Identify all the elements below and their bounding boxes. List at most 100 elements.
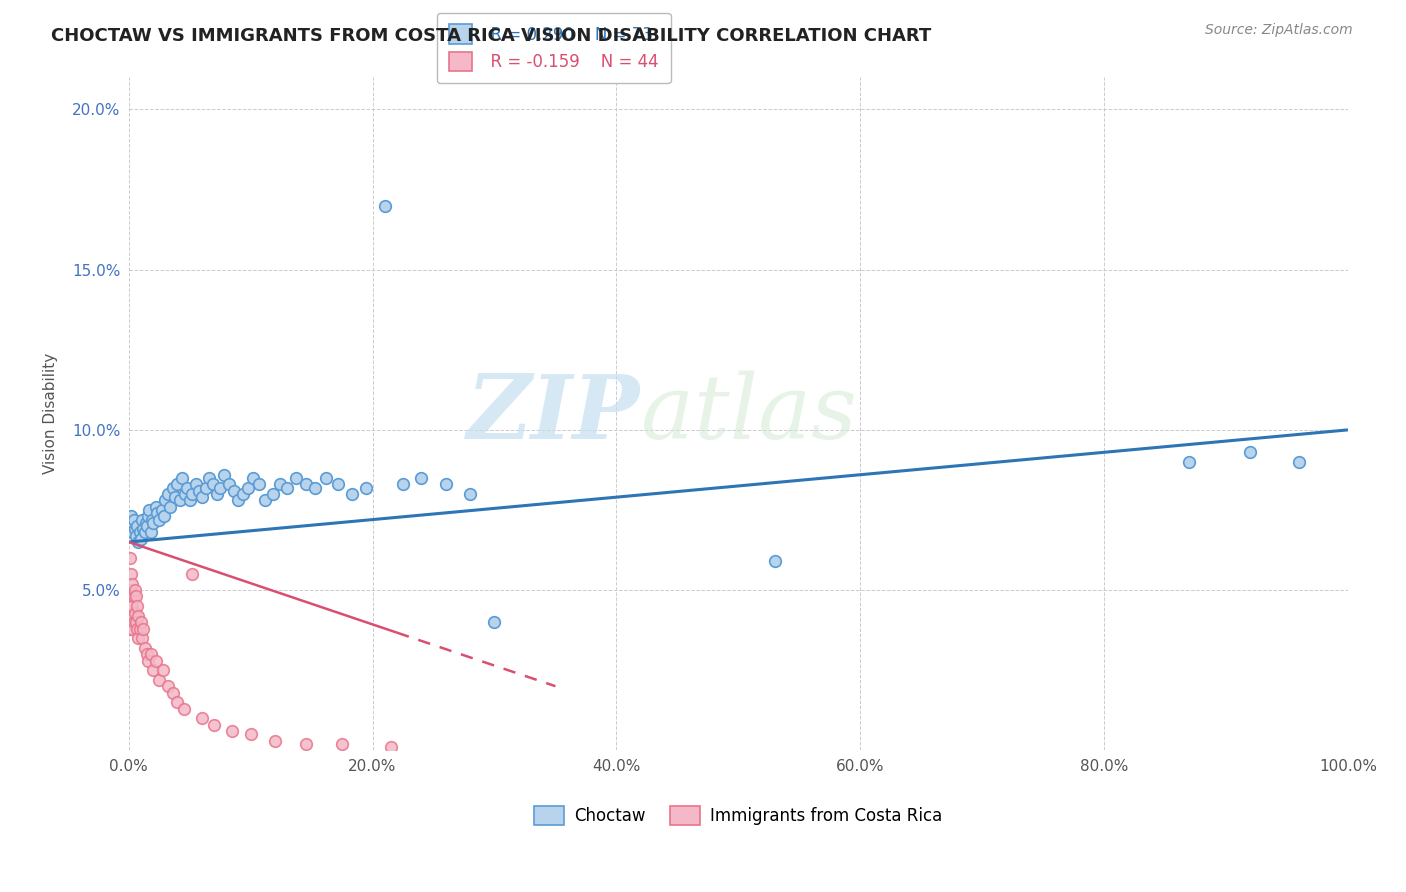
Point — [118, 551, 141, 566]
Point — [262, 487, 284, 501]
Point — [127, 519, 149, 533]
Point — [340, 487, 363, 501]
Point — [392, 477, 415, 491]
Point — [142, 516, 165, 530]
Point — [127, 599, 149, 613]
Point — [134, 525, 156, 540]
Point — [328, 477, 350, 491]
Point — [172, 471, 194, 485]
Point — [120, 590, 142, 604]
Point — [131, 512, 153, 526]
Point — [127, 535, 149, 549]
Point — [132, 522, 155, 536]
Point — [135, 516, 157, 530]
Point — [134, 640, 156, 655]
Point — [184, 477, 207, 491]
Point — [129, 532, 152, 546]
Point — [128, 525, 150, 540]
Point — [159, 500, 181, 514]
Point — [122, 615, 145, 629]
Point — [150, 503, 173, 517]
Legend: Choctaw, Immigrants from Costa Rica: Choctaw, Immigrants from Costa Rica — [527, 799, 949, 831]
Point — [228, 493, 250, 508]
Point — [315, 471, 337, 485]
Point — [148, 512, 170, 526]
Text: CHOCTAW VS IMMIGRANTS FROM COSTA RICA VISION DISABILITY CORRELATION CHART: CHOCTAW VS IMMIGRANTS FROM COSTA RICA VI… — [51, 27, 931, 45]
Point — [1239, 445, 1261, 459]
Point — [254, 493, 277, 508]
Point — [169, 493, 191, 508]
Point — [1178, 455, 1201, 469]
Point — [120, 509, 142, 524]
Point — [145, 500, 167, 514]
Point — [121, 576, 143, 591]
Point — [127, 622, 149, 636]
Point — [124, 583, 146, 598]
Point — [232, 487, 254, 501]
Point — [118, 583, 141, 598]
Point — [202, 717, 225, 731]
Point — [179, 493, 201, 508]
Point — [121, 622, 143, 636]
Point — [145, 506, 167, 520]
Point — [118, 608, 141, 623]
Text: Source: ZipAtlas.com: Source: ZipAtlas.com — [1205, 23, 1353, 37]
Point — [181, 567, 204, 582]
Point — [152, 663, 174, 677]
Point — [284, 471, 307, 485]
Point — [139, 647, 162, 661]
Point — [162, 481, 184, 495]
Point — [132, 622, 155, 636]
Point — [218, 477, 240, 491]
Point — [156, 679, 179, 693]
Point — [124, 522, 146, 536]
Point — [247, 477, 270, 491]
Point — [238, 481, 260, 495]
Point — [166, 477, 188, 491]
Point — [330, 737, 353, 751]
Point — [166, 695, 188, 709]
Point — [153, 509, 176, 524]
Point — [148, 673, 170, 687]
Point — [145, 654, 167, 668]
Point — [380, 740, 402, 755]
Point — [205, 487, 228, 501]
Point — [194, 481, 217, 495]
Point — [122, 512, 145, 526]
Point — [763, 554, 786, 568]
Point — [156, 487, 179, 501]
Point — [198, 471, 221, 485]
Point — [264, 733, 287, 747]
Point — [411, 471, 433, 485]
Point — [434, 477, 457, 491]
Point — [128, 622, 150, 636]
Point — [136, 654, 159, 668]
Point — [121, 599, 143, 613]
Point — [181, 487, 204, 501]
Point — [121, 525, 143, 540]
Point — [142, 663, 165, 677]
Point — [136, 509, 159, 524]
Point — [131, 631, 153, 645]
Point — [124, 606, 146, 620]
Point — [141, 512, 163, 526]
Point — [136, 647, 159, 661]
Point — [484, 615, 506, 629]
Point — [176, 481, 198, 495]
Point — [138, 503, 160, 517]
Point — [222, 483, 245, 498]
Point — [294, 477, 316, 491]
Point — [162, 685, 184, 699]
Point — [356, 481, 378, 495]
Point — [173, 701, 195, 715]
Point — [242, 471, 264, 485]
Y-axis label: Vision Disability: Vision Disability — [44, 353, 58, 475]
Point — [127, 631, 149, 645]
Text: ZIP: ZIP — [467, 370, 641, 457]
Point — [136, 519, 159, 533]
Point — [191, 711, 214, 725]
Point — [269, 477, 291, 491]
Point — [294, 737, 316, 751]
Point — [125, 590, 148, 604]
Point — [188, 483, 211, 498]
